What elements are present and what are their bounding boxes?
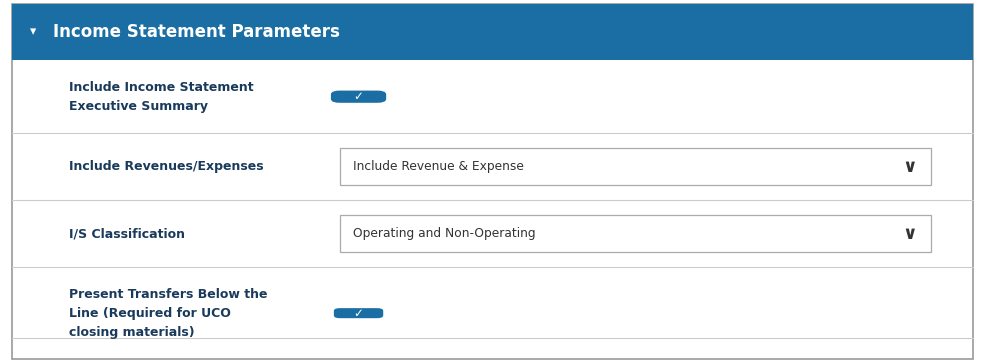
FancyBboxPatch shape	[335, 309, 382, 317]
Text: Include Revenues/Expenses: Include Revenues/Expenses	[69, 160, 264, 174]
Text: Present Transfers Below the
Line (Required for UCO
closing materials): Present Transfers Below the Line (Requir…	[69, 287, 268, 339]
Text: ∨: ∨	[902, 158, 916, 176]
FancyBboxPatch shape	[332, 91, 385, 102]
FancyBboxPatch shape	[340, 148, 931, 185]
Text: I/S Classification: I/S Classification	[69, 227, 185, 240]
Text: Include Revenue & Expense: Include Revenue & Expense	[353, 160, 523, 174]
FancyBboxPatch shape	[12, 4, 973, 359]
Text: ▾: ▾	[31, 25, 36, 38]
Text: Include Income Statement
Executive Summary: Include Income Statement Executive Summa…	[69, 81, 253, 113]
Text: ✓: ✓	[354, 90, 363, 103]
Text: ∨: ∨	[902, 225, 916, 242]
FancyBboxPatch shape	[12, 4, 973, 60]
FancyBboxPatch shape	[340, 215, 931, 252]
Text: Income Statement Parameters: Income Statement Parameters	[53, 23, 340, 41]
Text: Operating and Non-Operating: Operating and Non-Operating	[353, 227, 535, 240]
Text: ✓: ✓	[354, 307, 363, 320]
